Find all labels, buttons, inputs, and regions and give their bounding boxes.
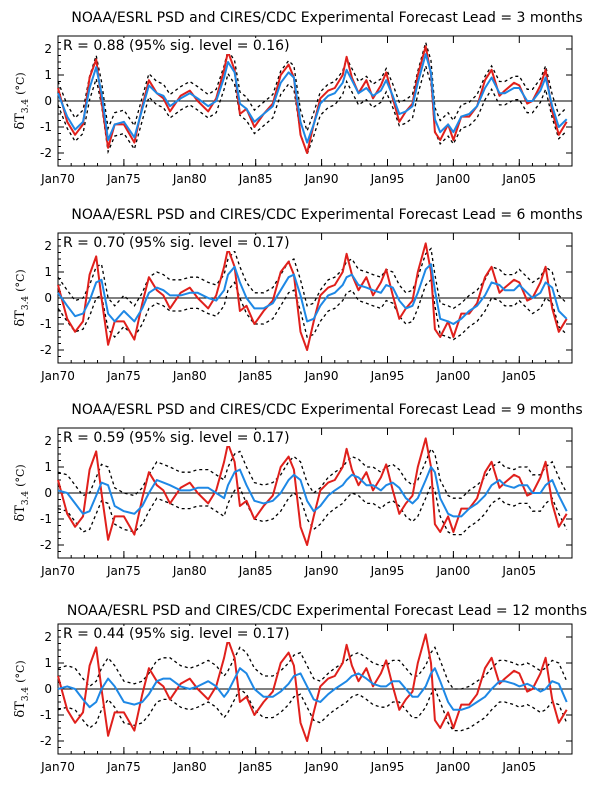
x-tick-label: Jan05 [501, 369, 536, 383]
x-tick-label: Jan00 [435, 369, 470, 383]
y-tick-label: -1 [40, 512, 52, 526]
correlation-text-bg [61, 626, 292, 642]
x-tick-label: Jan05 [501, 564, 536, 578]
correlation-text-bg [61, 38, 292, 54]
x-tick-label: Jan70 [40, 369, 75, 383]
x-tick-label: Jan95 [370, 172, 405, 186]
series-forecast [57, 53, 568, 144]
uncertainty-upper [57, 40, 568, 133]
x-tick-label: Jan85 [238, 369, 273, 383]
y-axis-label-main: δT [13, 505, 28, 522]
y-tick-label: 2 [44, 239, 52, 253]
y-axis-label-unit: (°C) [14, 72, 27, 95]
x-tick-label: Jan85 [238, 564, 273, 578]
panel-lead-3: NOAA/ESRL PSD and CIRES/CDC Experimental… [13, 603, 587, 774]
x-tick-label: Jan05 [501, 760, 536, 774]
series-forecast [57, 263, 568, 325]
y-tick-label: -2 [40, 538, 52, 552]
x-tick-label: Jan70 [40, 564, 75, 578]
y-tick-label: 0 [44, 291, 52, 305]
x-tick-label: Jan00 [435, 172, 470, 186]
panel-title: NOAA/ESRL PSD and CIRES/CDC Experimental… [71, 402, 582, 418]
y-tick-label: -2 [40, 343, 52, 357]
correlation-text: R = 0.59 (95% sig. level = 0.17) [63, 430, 290, 446]
x-tick-label: Jan80 [172, 369, 207, 383]
x-tick-label: Jan90 [304, 172, 339, 186]
y-tick-label: -2 [40, 146, 52, 160]
y-tick-label: 0 [44, 486, 52, 500]
series-observed [57, 437, 568, 546]
x-tick-label: Jan95 [370, 564, 405, 578]
y-axis-label: δT3.4 (°C) [13, 269, 31, 326]
y-axis-label-sub: 3.4 [21, 296, 31, 311]
y-tick-label: 2 [44, 630, 52, 644]
uncertainty-lower [57, 687, 568, 732]
series-observed [57, 242, 568, 351]
panel-title: NOAA/ESRL PSD and CIRES/CDC Experimental… [71, 10, 582, 26]
y-axis-label-main: δT [13, 701, 28, 718]
x-tick-label: Jan75 [106, 172, 141, 186]
x-tick-label: Jan00 [435, 760, 470, 774]
y-tick-label: -2 [40, 734, 52, 748]
uncertainty-lower [57, 278, 568, 341]
panel-title: NOAA/ESRL PSD and CIRES/CDC Experimental… [71, 207, 582, 223]
x-tick-label: Jan70 [40, 172, 75, 186]
x-tick-label: Jan90 [304, 369, 339, 383]
x-tick-label: Jan80 [172, 564, 207, 578]
panel-lead-2: NOAA/ESRL PSD and CIRES/CDC Experimental… [13, 402, 583, 578]
y-axis-label-main: δT [13, 310, 28, 327]
x-tick-label: Jan00 [435, 564, 470, 578]
y-tick-label: 1 [44, 68, 52, 82]
uncertainty-upper [57, 646, 568, 690]
y-tick-label: -1 [40, 708, 52, 722]
x-tick-label: Jan85 [238, 172, 273, 186]
y-tick-label: 2 [44, 434, 52, 448]
y-axis-label-unit: (°C) [14, 269, 27, 292]
x-tick-label: Jan90 [304, 564, 339, 578]
y-tick-label: 2 [44, 42, 52, 56]
correlation-text-bg [61, 235, 292, 251]
series-forecast [57, 667, 568, 711]
y-axis-label-sub: 3.4 [21, 99, 31, 114]
y-axis-label-sub: 3.4 [21, 491, 31, 506]
y-tick-label: 1 [44, 656, 52, 670]
x-tick-label: Jan75 [106, 369, 141, 383]
x-tick-label: Jan90 [304, 760, 339, 774]
x-tick-label: Jan95 [370, 760, 405, 774]
y-axis-label: δT3.4 (°C) [13, 660, 31, 717]
series-observed [57, 633, 568, 742]
y-axis-label-main: δT [13, 113, 28, 130]
x-tick-label: Jan80 [172, 760, 207, 774]
y-tick-label: 0 [44, 94, 52, 108]
x-tick-label: Jan95 [370, 369, 405, 383]
x-tick-label: Jan85 [238, 760, 273, 774]
y-axis-label-sub: 3.4 [21, 687, 31, 702]
y-tick-label: 0 [44, 682, 52, 696]
uncertainty-lower [57, 63, 568, 157]
x-tick-label: Jan75 [106, 760, 141, 774]
uncertainty-upper [57, 447, 568, 499]
series-observed [57, 45, 568, 154]
y-tick-label: -1 [40, 317, 52, 331]
panel-lead-1: NOAA/ESRL PSD and CIRES/CDC Experimental… [13, 207, 583, 383]
y-axis-label-unit: (°C) [14, 464, 27, 487]
panel-title: NOAA/ESRL PSD and CIRES/CDC Experimental… [67, 603, 587, 619]
correlation-text: R = 0.88 (95% sig. level = 0.16) [63, 38, 290, 54]
panel-lead-0: NOAA/ESRL PSD and CIRES/CDC Experimental… [13, 10, 583, 186]
correlation-text-bg [61, 430, 292, 446]
y-axis-label: δT3.4 (°C) [13, 464, 31, 521]
correlation-text: R = 0.44 (95% sig. level = 0.17) [63, 626, 290, 642]
series-forecast [57, 466, 568, 518]
x-tick-label: Jan80 [172, 172, 207, 186]
y-axis-label: δT3.4 (°C) [13, 72, 31, 129]
x-tick-label: Jan05 [501, 172, 536, 186]
y-axis-label-unit: (°C) [14, 660, 27, 683]
x-tick-label: Jan70 [40, 760, 75, 774]
y-tick-label: 1 [44, 265, 52, 279]
x-tick-label: Jan75 [106, 564, 141, 578]
correlation-text: R = 0.70 (95% sig. level = 0.17) [63, 235, 290, 251]
y-tick-label: 1 [44, 460, 52, 474]
y-tick-label: -1 [40, 120, 52, 134]
